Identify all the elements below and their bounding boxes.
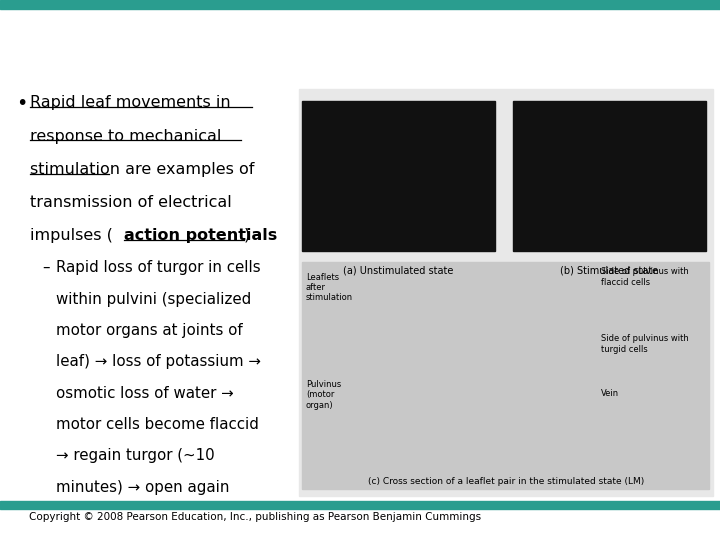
Text: stimulation are examples of: stimulation are examples of — [30, 162, 255, 177]
Bar — [513, 101, 706, 251]
Text: (a) Unstimulated state: (a) Unstimulated state — [343, 265, 454, 275]
Text: (c) Cross section of a leaflet pair in the stimulated state (LM): (c) Cross section of a leaflet pair in t… — [368, 477, 644, 486]
Text: •: • — [16, 94, 27, 113]
Bar — [0, 0, 720, 9]
Text: Side of pulvinus with
flaccid cells: Side of pulvinus with flaccid cells — [601, 267, 689, 287]
Text: within pulvini (specialized: within pulvini (specialized — [56, 292, 251, 307]
Text: motor cells become flaccid: motor cells become flaccid — [56, 417, 259, 432]
Text: → regain turgor (~10: → regain turgor (~10 — [56, 448, 215, 463]
Text: action potentials: action potentials — [124, 228, 277, 243]
Text: Pulvinus
(motor
organ): Pulvinus (motor organ) — [306, 380, 341, 410]
Text: osmotic loss of water →: osmotic loss of water → — [56, 386, 234, 401]
Text: impulses (: impulses ( — [30, 228, 113, 243]
Text: Side of pulvinus with
turgid cells: Side of pulvinus with turgid cells — [601, 334, 689, 354]
Bar — [302, 101, 495, 251]
Text: Rapid loss of turgor in cells: Rapid loss of turgor in cells — [56, 260, 261, 275]
Text: response to mechanical: response to mechanical — [30, 129, 222, 144]
Text: Leaflets
after
stimulation: Leaflets after stimulation — [306, 273, 353, 302]
Text: minutes) → open again: minutes) → open again — [56, 480, 230, 495]
Text: (b) Stimulated state: (b) Stimulated state — [560, 265, 659, 275]
Text: Rapid leaf movements in: Rapid leaf movements in — [30, 95, 231, 110]
Text: transmission of electrical: transmission of electrical — [30, 195, 232, 211]
Bar — [302, 262, 709, 489]
Text: leaf) → loss of potassium →: leaf) → loss of potassium → — [56, 354, 261, 369]
Text: –: – — [42, 260, 49, 275]
Bar — [299, 89, 713, 496]
Text: ): ) — [244, 228, 251, 243]
Text: Vein: Vein — [601, 389, 619, 398]
Text: Copyright © 2008 Pearson Education, Inc., publishing as Pearson Benjamin Cumming: Copyright © 2008 Pearson Education, Inc.… — [29, 512, 481, 522]
Bar — [0, 501, 720, 509]
Text: motor organs at joints of: motor organs at joints of — [56, 323, 243, 338]
